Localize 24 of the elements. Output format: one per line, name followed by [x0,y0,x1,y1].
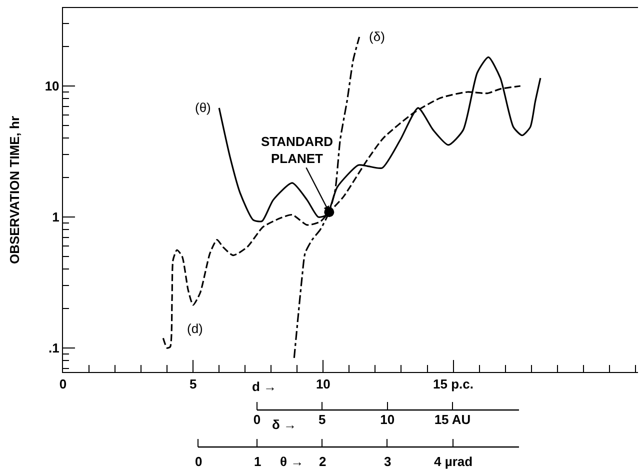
series-label: (θ) [195,100,211,115]
text: 4 µrad [434,454,473,469]
text: 0 [195,454,202,469]
x2-axis-title: δ → [272,417,296,432]
text: θ → [280,454,304,469]
series-label: (δ) [369,29,385,44]
x2-tick-label: 10 [380,412,395,427]
x-tick-label: 5 [189,376,197,392]
x-tick-label: 0 [59,376,67,392]
x2-tick-label: 5 [318,412,326,427]
text: 1 [254,454,262,469]
text: 2 [319,454,326,469]
series-label: (d) [187,321,203,336]
x2-tick-label: 15 AU [434,412,471,427]
y-tick-label: 10 [44,78,60,94]
x-axis-title: d → [252,379,277,394]
y-axis-title: OBSERVATION TIME, hr [6,116,22,264]
y-tick-label: .1 [48,340,60,356]
x-tick-label: 15 p.c. [433,376,474,392]
y-tick-label: 1 [52,210,60,225]
text: 3 [384,454,392,469]
x-tick-label: 10 [316,376,330,392]
annotation: STANDARD PLANET [261,134,333,166]
x2-tick-label: 0 [253,412,261,427]
